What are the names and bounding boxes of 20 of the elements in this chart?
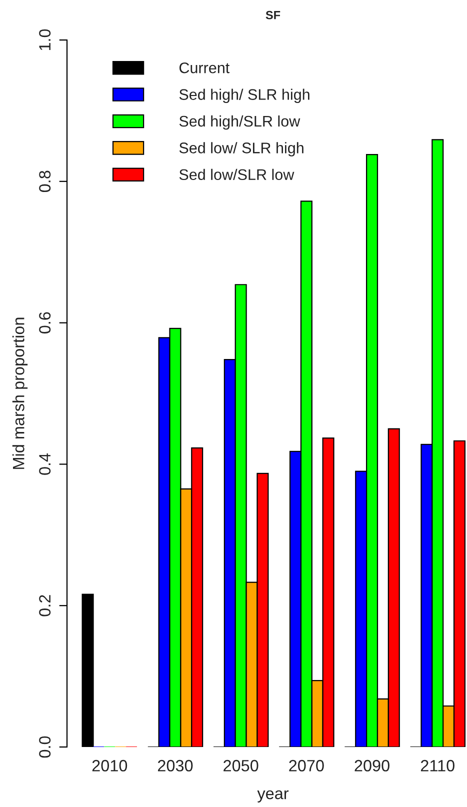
x-axis-title: year — [257, 790, 289, 802]
legend-label: Sed high/ SLR high — [179, 88, 310, 103]
x-tick-label: 2050 — [224, 760, 258, 772]
y-tick-label: 0.2 — [39, 595, 51, 616]
legend-label: Sed low/SLR low — [179, 168, 294, 180]
legend-label: Current — [179, 62, 230, 74]
x-tick-label: 2070 — [289, 760, 324, 772]
chart-title: SF — [266, 10, 280, 20]
y-tick-label: 0.6 — [39, 312, 51, 334]
y-tick-label: 0.8 — [39, 170, 51, 192]
y-tick-label: 0.0 — [39, 736, 51, 758]
x-tick-label: 2090 — [354, 760, 390, 772]
legend-label: Sed high/SLR low — [179, 115, 300, 130]
x-tick-label: 2110 — [420, 760, 454, 772]
x-tick-label: 2030 — [158, 760, 193, 772]
y-tick-label: 1.0 — [39, 29, 51, 50]
legend-label: Sed low/ SLR high — [179, 142, 304, 156]
y-axis-title: Mid marsh proportion — [12, 318, 28, 469]
y-tick-label: 0.4 — [39, 453, 51, 475]
x-tick-label: 2010 — [92, 760, 128, 772]
